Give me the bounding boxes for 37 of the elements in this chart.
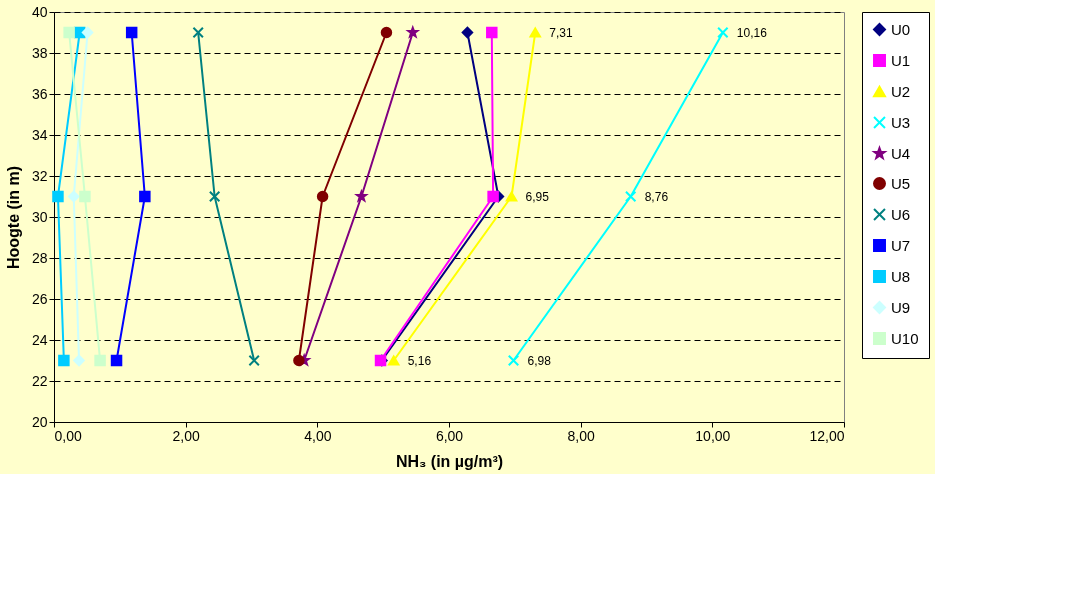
y-tick-label: 30 <box>31 208 48 225</box>
y-tick-label: 28 <box>31 249 48 266</box>
y-tick-label: 34 <box>31 126 48 143</box>
annotation: 5,16 <box>407 353 432 368</box>
legend-label: U5 <box>891 174 911 192</box>
legend-label: U8 <box>891 267 911 285</box>
y-tick-label: 26 <box>31 290 48 307</box>
annotation: 6,98 <box>527 353 552 368</box>
legend-label: U2 <box>891 82 911 100</box>
legend-label: U7 <box>891 236 911 254</box>
x-tick-label: 12,00 <box>809 427 845 444</box>
legend-label: U3 <box>891 113 911 131</box>
legend-label: U1 <box>891 51 911 69</box>
legend-label: U4 <box>891 144 911 162</box>
x-tick-label: 2,00 <box>172 427 200 444</box>
x-tick-label: 10,00 <box>695 427 731 444</box>
x-tick-label: 6,00 <box>435 427 464 444</box>
y-tick-label: 24 <box>31 331 48 348</box>
annotation: 8,76 <box>644 189 669 204</box>
y-tick-label: 22 <box>31 372 48 389</box>
y-tick-label: 40 <box>31 3 48 20</box>
legend-label: U10 <box>891 329 919 347</box>
legend-label: U0 <box>891 20 911 38</box>
y-tick-label: 32 <box>31 167 48 184</box>
x-tick-label: 4,00 <box>304 427 332 444</box>
x-tick-label: 0,00 <box>54 427 82 444</box>
legend-label: U9 <box>891 298 911 316</box>
y-axis-title: Hoogte (in m) <box>4 165 22 270</box>
x-tick-label: 8,00 <box>567 427 595 444</box>
y-tick-label: 20 <box>31 413 48 430</box>
y-tick-label: 36 <box>31 85 48 102</box>
y-tick-label: 38 <box>31 44 48 61</box>
annotation: 6,95 <box>525 189 550 204</box>
legend-label: U6 <box>891 205 911 223</box>
annotation: 7,31 <box>549 25 573 40</box>
x-axis-title: NH₃ (in µg/m³) <box>395 452 504 470</box>
annotation: 10,16 <box>736 25 768 40</box>
